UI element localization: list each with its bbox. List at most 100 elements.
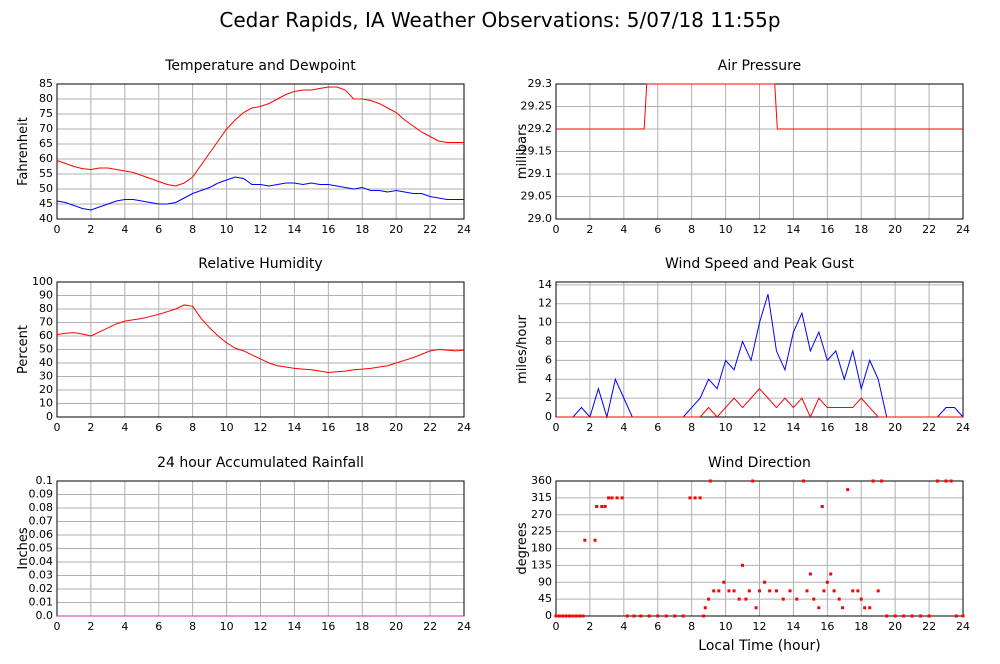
x-tick-label: 22 <box>922 620 936 633</box>
y-tick-label: 6 <box>545 353 552 366</box>
y-tick-label: 0 <box>545 410 552 423</box>
data-point <box>581 614 585 618</box>
data-point <box>795 597 799 601</box>
data-point <box>583 538 587 542</box>
y-tick-label: 29.3 <box>528 77 553 90</box>
data-point <box>919 614 923 618</box>
data-point <box>781 597 785 601</box>
x-tick-label: 0 <box>54 620 61 633</box>
data-point <box>744 597 748 601</box>
data-point <box>673 614 677 618</box>
data-point <box>722 580 726 584</box>
x-tick-label: 4 <box>121 223 128 236</box>
data-point <box>574 614 578 618</box>
x-tick-label: 0 <box>553 421 560 434</box>
plot-frame <box>555 480 964 617</box>
data-point <box>741 563 745 567</box>
y-tick-label: 0.05 <box>29 542 54 555</box>
data-point <box>647 614 651 618</box>
y-tick-label: 0.02 <box>29 582 54 595</box>
y-tick-label: 29.15 <box>521 145 553 158</box>
y-axis-label: Fahrenheit <box>16 117 31 186</box>
x-tick-label: 8 <box>688 620 695 633</box>
data-point <box>841 606 845 610</box>
y-tick-label: 40 <box>39 356 53 369</box>
data-point <box>571 614 575 618</box>
data-point <box>936 479 940 483</box>
y-tick-label: 29.2 <box>528 122 553 135</box>
x-tick-label: 12 <box>753 421 767 434</box>
y-tick-label: 45 <box>538 592 552 605</box>
y-tick-label: 90 <box>538 575 552 588</box>
y-tick-label: 70 <box>39 122 53 135</box>
y-tick-label: 70 <box>39 316 53 329</box>
y-tick-label: 85 <box>39 77 53 90</box>
x-tick-label: 18 <box>854 620 868 633</box>
x-tick-label: 20 <box>389 223 403 236</box>
x-tick-label: 24 <box>457 421 471 434</box>
data-point <box>856 589 860 593</box>
x-tick-label: 10 <box>719 620 733 633</box>
x-tick-label: 4 <box>620 620 627 633</box>
y-tick-label: 80 <box>39 92 53 105</box>
x-tick-label: 6 <box>654 421 661 434</box>
y-tick-label: 55 <box>39 167 53 180</box>
y-tick-label: 8 <box>545 334 552 347</box>
data-point <box>902 614 906 618</box>
y-tick-label: 10 <box>538 316 552 329</box>
x-tick-label: 24 <box>956 223 970 236</box>
data-line <box>556 387 963 419</box>
x-tick-label: 2 <box>87 421 94 434</box>
data-point <box>820 505 824 508</box>
data-point <box>561 614 565 618</box>
y-tick-label: 0 <box>545 609 552 622</box>
x-tick-label: 12 <box>753 620 767 633</box>
y-tick-label: 0.08 <box>29 501 54 514</box>
data-point <box>664 614 668 618</box>
y-tick-label: 12 <box>538 297 552 310</box>
x-tick-label: 6 <box>155 223 162 236</box>
x-tick-label: 14 <box>287 421 301 434</box>
data-point <box>910 614 914 618</box>
data-point <box>822 589 826 593</box>
data-point <box>693 496 697 500</box>
data-point <box>656 614 660 618</box>
y-tick-label: 14 <box>538 278 552 291</box>
data-point <box>708 479 712 483</box>
y-tick-label: 180 <box>531 542 552 555</box>
data-point <box>578 614 582 618</box>
data-line <box>556 83 963 130</box>
data-point <box>837 597 841 601</box>
data-point <box>607 496 611 500</box>
x-tick-label: 22 <box>922 421 936 434</box>
data-point <box>717 589 721 593</box>
x-tick-label: 12 <box>254 223 268 236</box>
x-tick-label: 14 <box>786 223 800 236</box>
data-point <box>961 614 965 618</box>
data-point <box>927 614 931 618</box>
x-tick-label: 8 <box>189 223 196 236</box>
x-tick-label: 0 <box>553 223 560 236</box>
x-tick-label: 20 <box>389 620 403 633</box>
x-tick-label: 8 <box>189 620 196 633</box>
x-tick-label: 16 <box>321 620 335 633</box>
y-tick-label: 75 <box>39 107 53 120</box>
x-tick-label: 14 <box>786 620 800 633</box>
data-point <box>812 597 816 601</box>
y-tick-label: 0.01 <box>29 596 54 609</box>
data-point <box>944 479 948 483</box>
data-point <box>610 496 614 500</box>
x-tick-label: 2 <box>87 223 94 236</box>
y-tick-label: 29.1 <box>528 167 553 180</box>
data-point <box>859 597 863 601</box>
data-point <box>625 614 629 618</box>
data-point <box>593 538 597 542</box>
x-tick-label: 12 <box>254 421 268 434</box>
y-tick-label: 0.0 <box>36 609 54 622</box>
y-tick-label: 30 <box>39 370 53 383</box>
data-point <box>832 589 836 593</box>
y-tick-label: 135 <box>531 558 552 571</box>
x-tick-label: 20 <box>888 620 902 633</box>
data-point <box>805 589 809 593</box>
x-tick-label: 2 <box>586 421 593 434</box>
